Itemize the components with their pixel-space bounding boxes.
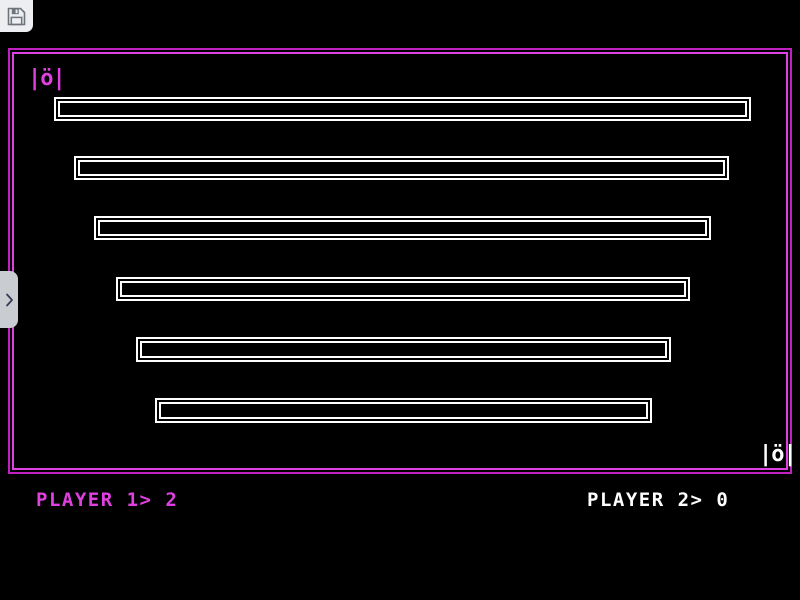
game-playfield-inner-border: |ö| |ö|	[12, 52, 797, 470]
score-row: PLAYER 1> 2 PLAYER 2> 0	[0, 486, 800, 514]
player-1-score: PLAYER 1> 2	[36, 489, 179, 511]
floppy-disk-icon	[7, 7, 26, 26]
game-bar	[74, 156, 729, 180]
sidebar-expand-toggle[interactable]	[0, 271, 18, 328]
game-bar	[136, 337, 671, 362]
game-bar	[116, 277, 690, 301]
chevron-right-icon	[5, 293, 14, 307]
ball-player-2: |ö|	[759, 442, 797, 467]
game-bar	[155, 398, 652, 423]
game-bar	[94, 216, 711, 240]
game-playfield: |ö| |ö|	[8, 48, 797, 474]
save-button[interactable]	[0, 0, 33, 32]
player-2-score: PLAYER 2> 0	[587, 489, 730, 511]
game-bar	[54, 97, 751, 121]
ball-player-1: |ö|	[28, 66, 66, 91]
